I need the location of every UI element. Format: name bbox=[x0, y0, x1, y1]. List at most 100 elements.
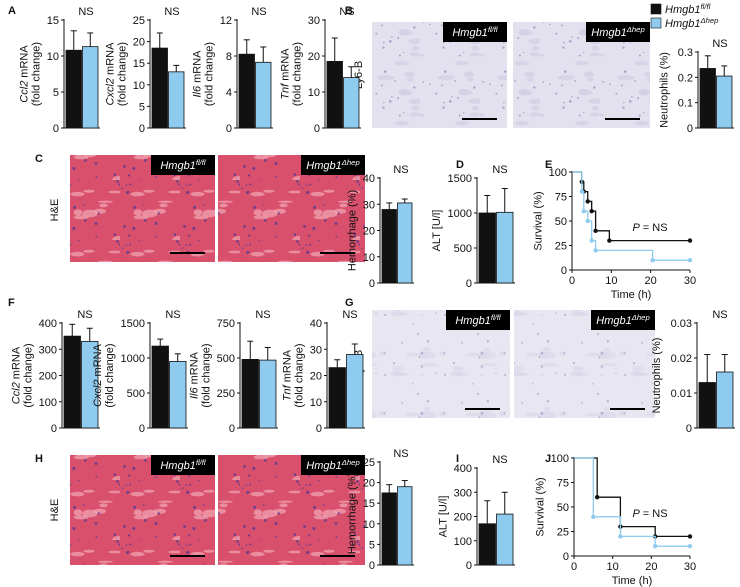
survival-point bbox=[585, 218, 590, 224]
y-axis-label: (fold change) bbox=[204, 42, 216, 106]
y-tick-label: 15 bbox=[133, 58, 145, 70]
y-tick-label: 30 bbox=[308, 15, 320, 27]
y-axis-label: (fold change) bbox=[22, 343, 34, 407]
annotation: NS bbox=[78, 6, 93, 18]
image-label-box bbox=[591, 310, 655, 330]
y-tick-label: 10 bbox=[308, 87, 320, 99]
survival-line bbox=[574, 457, 690, 538]
survival-point bbox=[607, 238, 612, 243]
bar bbox=[151, 47, 168, 129]
survival-point bbox=[585, 199, 590, 204]
legend-swatch bbox=[650, 3, 662, 15]
bar bbox=[241, 358, 259, 429]
y-tick-label: 25 bbox=[133, 15, 145, 27]
y-tick-label: 0 bbox=[466, 560, 472, 572]
panel-letter: A bbox=[8, 5, 16, 17]
y-tick-label: 500 bbox=[454, 243, 472, 255]
y-tick-label: 20 bbox=[308, 51, 320, 63]
stain-label: H&E bbox=[49, 199, 61, 222]
panel-letter: I bbox=[456, 453, 459, 465]
y-tick-label: 20 bbox=[133, 37, 145, 49]
x-tick-label: 30 bbox=[684, 275, 696, 287]
y-axis-label: (fold change) bbox=[117, 42, 129, 106]
y-tick-label: 1000 bbox=[121, 353, 145, 365]
bar bbox=[699, 68, 716, 129]
survival-point bbox=[589, 238, 594, 243]
y-axis-label: (fold change) bbox=[31, 42, 43, 106]
image-label-box bbox=[586, 22, 650, 42]
y-tick-label: 100 bbox=[551, 453, 569, 465]
y-tick-label: 100 bbox=[39, 397, 57, 409]
y-tick-label: 0 bbox=[229, 423, 235, 435]
y-axis-label: Neutrophils (%) bbox=[651, 338, 663, 414]
y-axis-label: Il6mRNA bbox=[188, 351, 200, 399]
annotation: NS bbox=[712, 309, 727, 321]
y-tick-label: 0 bbox=[687, 123, 693, 135]
y-tick-label: 0 bbox=[369, 278, 375, 290]
y-tick-label: 0.1 bbox=[678, 98, 693, 110]
y-tick-label: 0 bbox=[561, 265, 567, 277]
y-tick-label: 200 bbox=[454, 512, 472, 524]
bar bbox=[259, 359, 277, 429]
y-tick-label: 0 bbox=[139, 423, 145, 435]
annotation: NS bbox=[393, 164, 408, 176]
image-label-box bbox=[443, 22, 507, 42]
y-axis-label: Il6mRNA bbox=[192, 50, 204, 98]
y-tick-label: 500 bbox=[127, 388, 145, 400]
x-tick-label: 20 bbox=[645, 561, 657, 573]
survival-point bbox=[593, 228, 598, 233]
y-tick-label: 40 bbox=[310, 318, 322, 330]
bar bbox=[496, 513, 514, 566]
annotation: NS bbox=[342, 309, 357, 321]
bar bbox=[255, 61, 272, 129]
survival-line bbox=[572, 171, 690, 261]
y-tick-label: 10 bbox=[363, 252, 375, 264]
y-tick-label: 0 bbox=[51, 423, 57, 435]
genotype-label: Hmgb1fl/fl bbox=[160, 458, 206, 472]
x-tick-label: 10 bbox=[605, 275, 617, 287]
y-tick-label: 300 bbox=[454, 487, 472, 499]
y-axis-label: Survival (%) bbox=[532, 191, 544, 250]
y-tick-label: 25 bbox=[363, 457, 375, 469]
y-tick-label: 5 bbox=[139, 101, 145, 113]
y-tick-label: 25 bbox=[555, 241, 567, 253]
y-tick-label: 30 bbox=[310, 344, 322, 356]
y-axis-label: (fold change) bbox=[200, 343, 212, 407]
y-axis-label: (fold change) bbox=[292, 42, 304, 106]
y-tick-label: 500 bbox=[217, 353, 235, 365]
y-tick-label: 25 bbox=[557, 527, 569, 539]
x-tick-label: 10 bbox=[607, 561, 619, 573]
image-label-box bbox=[301, 155, 365, 175]
x-tick-label: 20 bbox=[645, 275, 657, 287]
y-tick-label: 1500 bbox=[121, 318, 145, 330]
y-tick-label: 10 bbox=[47, 51, 59, 63]
panel-letter: H bbox=[35, 453, 43, 465]
panel-letter: D bbox=[456, 159, 464, 171]
survival-point bbox=[653, 544, 658, 549]
y-axis-label: ALT [U/l] bbox=[431, 210, 443, 252]
y-tick-label: 400 bbox=[39, 318, 57, 330]
y-tick-label: 50 bbox=[555, 216, 567, 228]
bar bbox=[169, 361, 187, 429]
survival-point bbox=[687, 544, 693, 549]
y-tick-label: 50 bbox=[557, 502, 569, 514]
survival-point bbox=[650, 258, 655, 263]
x-axis-label: Time (h) bbox=[611, 289, 652, 301]
annotation: NS bbox=[492, 454, 507, 466]
y-tick-label: 0.01 bbox=[671, 388, 692, 400]
survival-point bbox=[595, 495, 600, 500]
bar bbox=[381, 492, 397, 566]
y-tick-label: 75 bbox=[557, 478, 569, 490]
bar bbox=[397, 202, 413, 284]
y-tick-label: 400 bbox=[454, 463, 472, 475]
y-tick-label: 0.03 bbox=[671, 318, 692, 330]
y-tick-label: 300 bbox=[39, 344, 57, 356]
survival-point bbox=[591, 514, 596, 519]
image-label-box bbox=[151, 455, 215, 475]
survival-point bbox=[593, 248, 598, 253]
panel-letter: B bbox=[345, 5, 353, 17]
bar bbox=[343, 77, 360, 129]
bar bbox=[168, 71, 185, 129]
y-tick-label: 75 bbox=[555, 192, 567, 204]
